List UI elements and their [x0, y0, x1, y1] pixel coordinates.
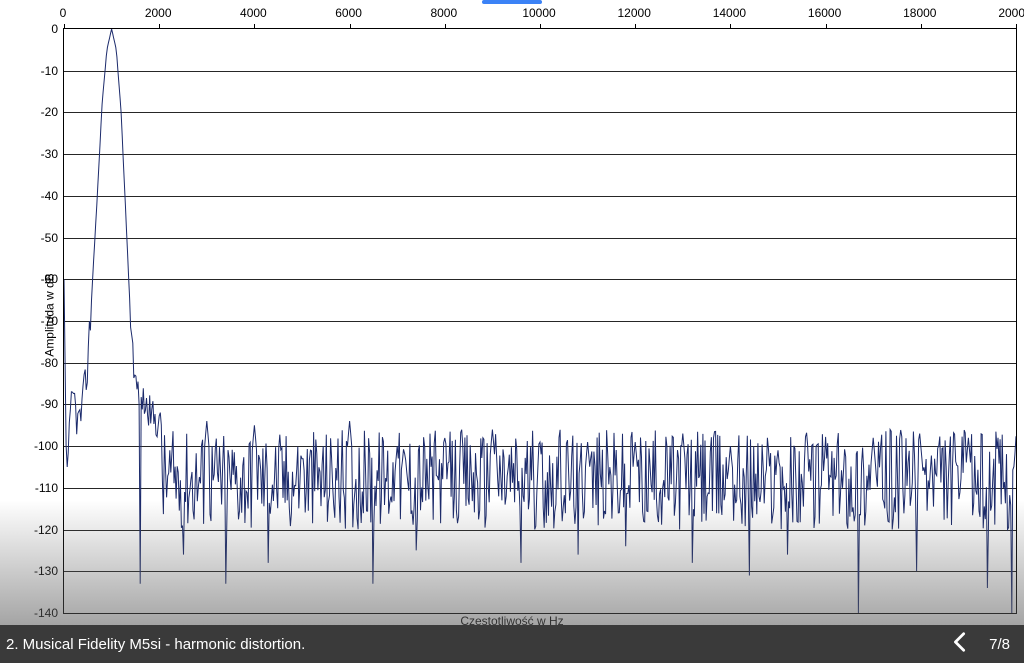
x-tick-label: 2000 — [145, 6, 172, 20]
x-tick-label: 14000 — [713, 6, 746, 20]
x-tick-mark — [1016, 24, 1017, 29]
prev-image-button[interactable] — [949, 631, 971, 657]
y-tick-label: -120 — [34, 523, 58, 537]
chart-area: 0 2000 4000 6000 8000 10000 12000 14000 16000 180… — [0, 6, 1024, 624]
plot-box: 0-10-20-30-40-50-60-70-80-90-100-110-120… — [63, 28, 1017, 614]
y-tick-label: -30 — [41, 147, 58, 161]
x-tick-label: 18000 — [903, 6, 936, 20]
page-indicator: 7/8 — [989, 636, 1010, 653]
caption-text: 2. Musical Fidelity M5si - harmonic dist… — [6, 636, 305, 653]
y-tick-label: -10 — [41, 64, 58, 78]
image-viewer: 0 2000 4000 6000 8000 10000 12000 14000 16000 180… — [0, 0, 1024, 663]
y-tick-label: -130 — [34, 564, 58, 578]
x-tick-label: 16000 — [808, 6, 841, 20]
x-tick-label: 12000 — [618, 6, 651, 20]
y-tick-label: -140 — [34, 606, 58, 620]
x-tick-label: 20000 — [998, 6, 1024, 20]
x-tick-label: 6000 — [335, 6, 362, 20]
chevron-left-icon — [949, 631, 971, 653]
caption-right: 7/8 — [949, 631, 1010, 657]
top-accent-bar — [482, 0, 542, 4]
x-tick-label: 10000 — [522, 6, 555, 20]
caption-bar: 2. Musical Fidelity M5si - harmonic dist… — [0, 625, 1024, 663]
x-tick-container: 0 2000 4000 6000 8000 10000 12000 14000 16000 180… — [0, 6, 1024, 24]
y-tick-label: -50 — [41, 231, 58, 245]
y-tick-label: -40 — [41, 189, 58, 203]
y-tick-label: -100 — [34, 439, 58, 453]
x-tick-label: 0 — [60, 6, 67, 20]
y-tick-label: -90 — [41, 397, 58, 411]
spectrum-line — [64, 29, 1016, 613]
x-tick-label: 8000 — [430, 6, 457, 20]
y-tick-label: 0 — [51, 22, 58, 36]
y-tick-label: -110 — [35, 481, 58, 495]
y-tick-label: -20 — [41, 105, 58, 119]
x-tick-label: 4000 — [240, 6, 267, 20]
y-tick-label: -80 — [41, 356, 58, 370]
y-axis-label: Amplituda w dB — [43, 273, 57, 356]
